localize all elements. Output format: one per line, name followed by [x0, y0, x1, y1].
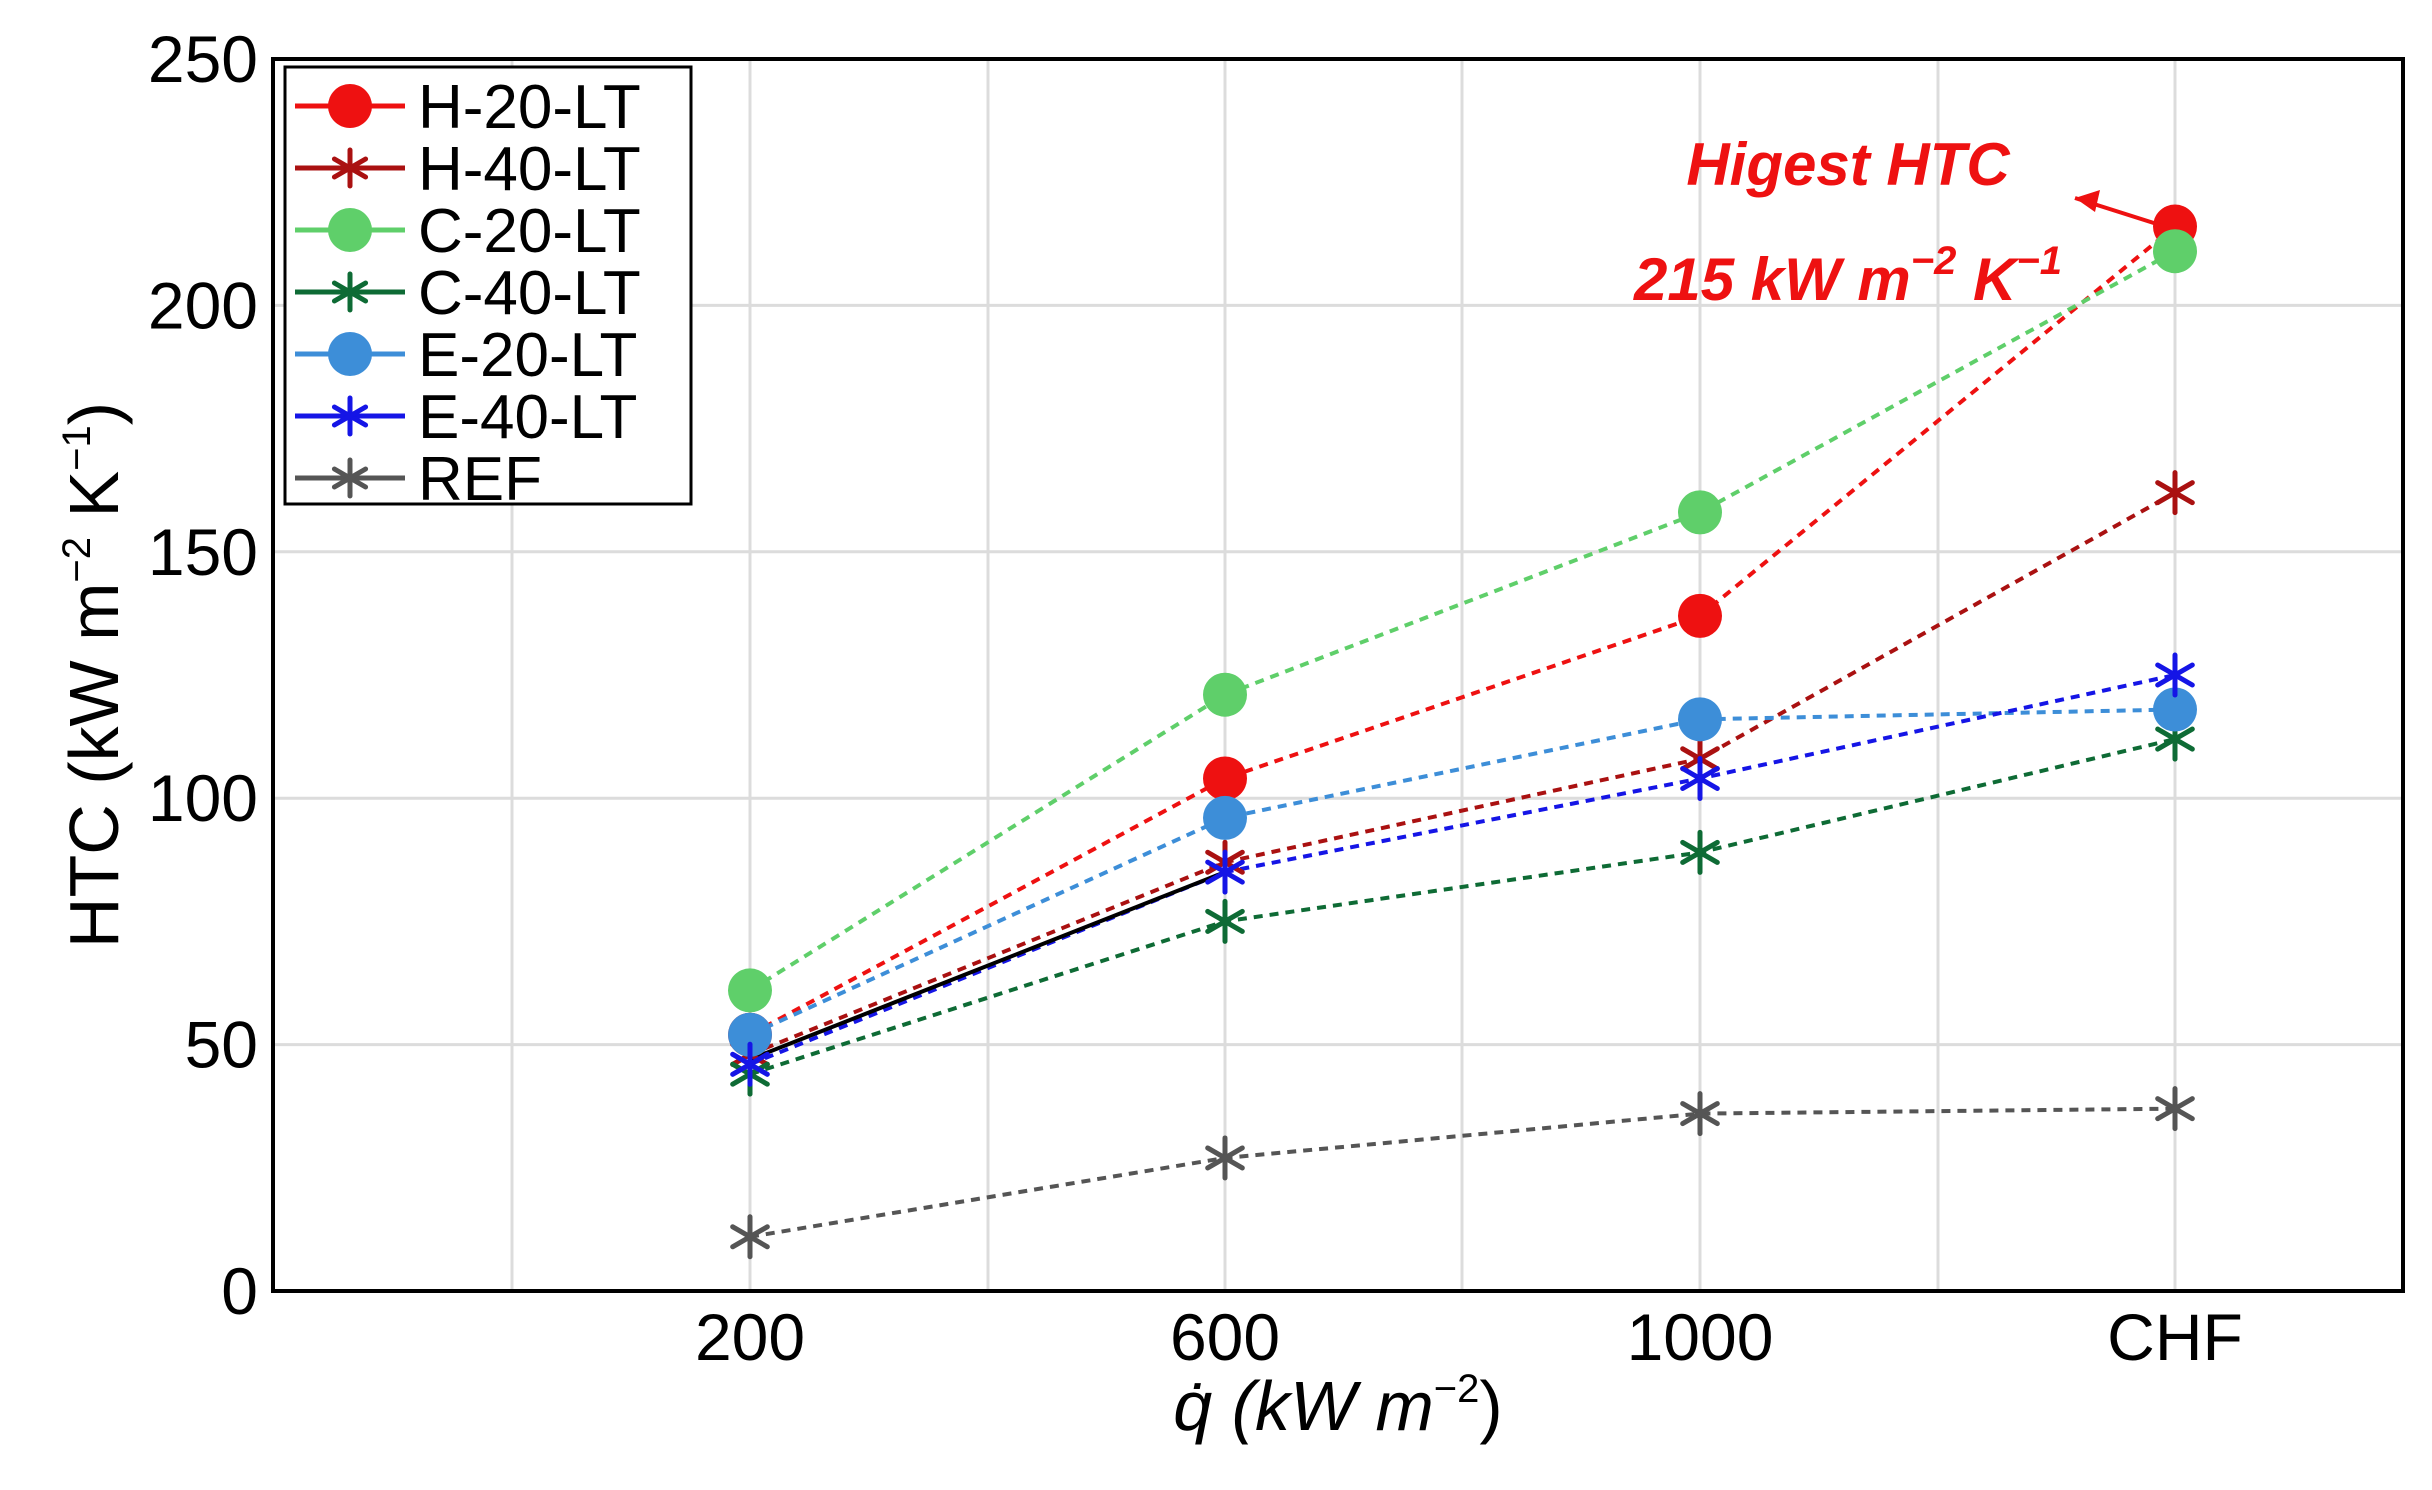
data-point: [1680, 1091, 1720, 1137]
series-line: [748, 249, 2176, 993]
x-tick-label: 600: [1170, 1300, 1280, 1374]
series-h-20-lt: [749, 225, 2177, 1037]
series-h-40-lt: [749, 490, 2176, 1057]
data-point: [331, 457, 369, 499]
y-tick-label: 100: [148, 761, 258, 835]
x-axis-label: q̇ (kW m−2): [1173, 1367, 1502, 1445]
series-line: [749, 490, 2176, 1057]
legend-label: E-40-LT: [418, 383, 637, 452]
data-point: [1205, 898, 1245, 944]
data-point: [1678, 490, 1722, 535]
legend-item-ref: REF: [295, 445, 542, 514]
data-point: [2153, 229, 2197, 274]
legend-item-e-20-lt: E-20-LT: [295, 321, 637, 390]
data-point: [2153, 687, 2197, 732]
x-tick-label: 200: [695, 1300, 805, 1374]
series-c-20-lt: [748, 249, 2176, 993]
y-tick-label: 200: [148, 268, 258, 342]
series-layer: [728, 204, 2197, 1260]
series-c-40-lt: [749, 737, 2176, 1077]
legend: H-20-LTH-40-LTC-20-LTC-40-LTE-20-LTE-40-…: [283, 65, 693, 514]
x-tick-label: 1000: [1627, 1300, 1774, 1374]
annotation: Higest HTC 215 kW m−2 K−1: [1633, 131, 2161, 313]
data-point: [2155, 652, 2195, 698]
legend-box: [283, 65, 693, 506]
annotation-line-2: 215 kW m−2 K−1: [1633, 239, 2062, 313]
legend-item-c-20-lt: C-20-LT: [295, 197, 641, 266]
x-tick-label: CHF: [2107, 1300, 2243, 1374]
legend-item-h-20-lt: H-20-LT: [295, 73, 641, 142]
x-tick-labels: 200 600 1000 CHF: [695, 1300, 2243, 1374]
y-tick-label: 0: [221, 1254, 258, 1328]
plot-frame: [271, 57, 2405, 1293]
annotation-line-1: Higest HTC: [1686, 131, 2011, 198]
y-tick-labels: 0 50 100 150 200 250: [148, 22, 258, 1328]
data-point: [728, 1012, 772, 1057]
legend-label: C-20-LT: [418, 197, 641, 266]
data-point: [331, 271, 369, 313]
data-point: [1203, 795, 1247, 840]
series-line: [749, 707, 2176, 1037]
data-point: [2155, 1086, 2195, 1132]
markers-e-20-lt: [728, 687, 2197, 1057]
annotation-arrowhead: [2075, 190, 2100, 212]
data-point: [1205, 849, 1245, 895]
data-point: [1680, 755, 1720, 801]
legend-item-c-40-lt: C-40-LT: [295, 259, 641, 328]
legend-item-h-40-lt: H-40-LT: [295, 135, 641, 204]
data-point: [331, 395, 369, 437]
solid-line: [749, 870, 1226, 1062]
data-point: [328, 332, 372, 376]
series-line: [749, 737, 2176, 1077]
data-point: [1678, 697, 1722, 742]
y-axis-label: HTC (kW m−2 K−1): [55, 402, 133, 948]
data-point: [730, 1214, 770, 1260]
data-point: [1205, 1135, 1245, 1181]
series-e-20-lt: [749, 707, 2176, 1037]
markers-c-20-lt: [728, 229, 2197, 1013]
legend-label: E-20-LT: [418, 321, 637, 390]
series-line: [749, 225, 2177, 1037]
data-point: [1678, 593, 1722, 638]
data-point: [331, 147, 369, 189]
data-point: [1680, 829, 1720, 875]
data-point: [328, 208, 372, 252]
legend-label: H-20-LT: [418, 73, 641, 142]
legend-item-e-40-lt: E-40-LT: [295, 383, 637, 452]
series-line: [749, 1106, 2176, 1239]
legend-label: REF: [418, 445, 542, 514]
data-point: [728, 968, 772, 1013]
legend-label: H-40-LT: [418, 135, 641, 204]
series-ref: [749, 1106, 2176, 1239]
legend-label: C-40-LT: [418, 259, 641, 328]
y-tick-label: 250: [148, 22, 258, 96]
markers-ref: [730, 1086, 2195, 1260]
series-line: [749, 673, 2176, 1067]
data-point: [1203, 672, 1247, 717]
data-point: [328, 84, 372, 128]
y-tick-label: 50: [185, 1008, 258, 1082]
series-e-40-lt: [749, 673, 2176, 1067]
markers-e-40-lt: [730, 652, 2195, 1087]
data-point: [1203, 756, 1247, 801]
data-point: [730, 1041, 770, 1087]
data-point: [2155, 470, 2195, 516]
y-tick-label: 150: [148, 515, 258, 589]
